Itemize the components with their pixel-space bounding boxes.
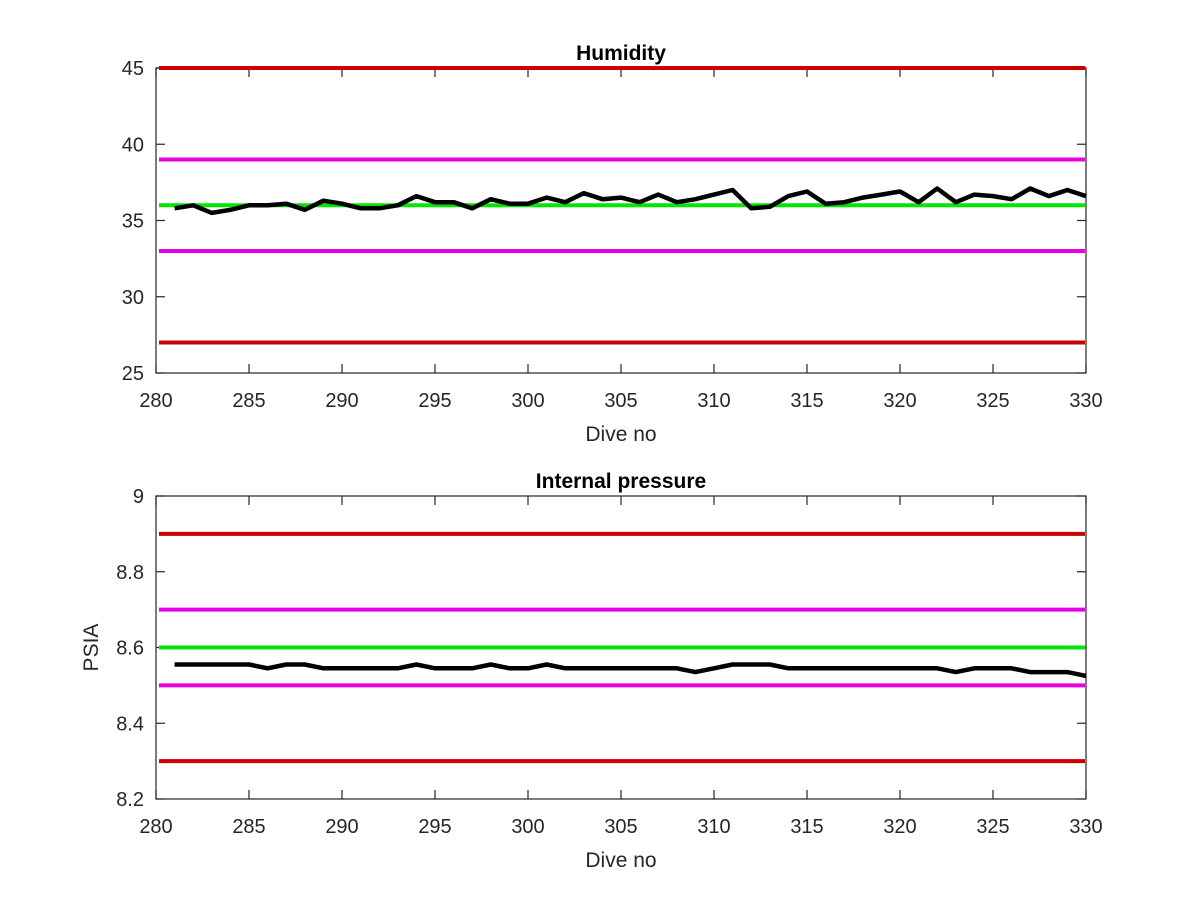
y-tick-label: 9 (133, 486, 144, 508)
x-tick-label: 325 (976, 390, 1009, 412)
x-tick-label: 315 (790, 816, 823, 838)
x-tick-label: 320 (883, 390, 916, 412)
x-tick-label: 315 (790, 390, 823, 412)
y-tick-label: 35 (122, 211, 144, 233)
chart-title: Humidity (576, 42, 666, 65)
y-tick-label: 8.4 (116, 713, 144, 735)
x-tick-label: 280 (139, 390, 172, 412)
x-tick-label: 285 (232, 816, 265, 838)
y-tick-label: 30 (122, 287, 144, 309)
x-tick-label: 310 (697, 390, 730, 412)
y-axis-label: PSIA (80, 624, 103, 672)
x-tick-label: 330 (1069, 816, 1102, 838)
series-line (174, 186, 1087, 216)
x-tick-label: 305 (604, 390, 637, 412)
x-tick-label: 295 (418, 390, 451, 412)
x-tick-label: 300 (511, 816, 544, 838)
series-line (174, 662, 1087, 679)
x-tick-label: 310 (697, 816, 730, 838)
x-axis-label: Dive no (585, 423, 656, 446)
chart-title: Internal pressure (536, 470, 706, 493)
x-tick-label: 330 (1069, 390, 1102, 412)
x-tick-label: 320 (883, 816, 916, 838)
x-tick-label: 290 (325, 816, 358, 838)
x-tick-label: 295 (418, 816, 451, 838)
humidity-chart: 280 285 290 295 300 305 310 315 320 325 330 25 30 35 4… (122, 42, 1103, 446)
x-axis-label: Dive no (585, 849, 656, 872)
y-tick-label: 25 (122, 363, 144, 385)
y-tick-label: 45 (122, 58, 144, 80)
plot-area (155, 67, 1087, 374)
y-tick-label: 8.2 (116, 789, 144, 811)
x-tick-label: 325 (976, 816, 1009, 838)
x-tick-label: 285 (232, 390, 265, 412)
y-tick-label: 8.8 (116, 562, 144, 584)
x-tick-label: 290 (325, 390, 358, 412)
x-tick-label: 280 (139, 816, 172, 838)
y-tick-label: 40 (122, 134, 144, 156)
internal-pressure-chart: 280 285 290 295 300 305 310 315 320 325 330 8.2 8.4 8… (80, 470, 1103, 872)
x-tick-label: 305 (604, 816, 637, 838)
x-tick-label: 300 (511, 390, 544, 412)
y-tick-label: 8.6 (116, 638, 144, 660)
